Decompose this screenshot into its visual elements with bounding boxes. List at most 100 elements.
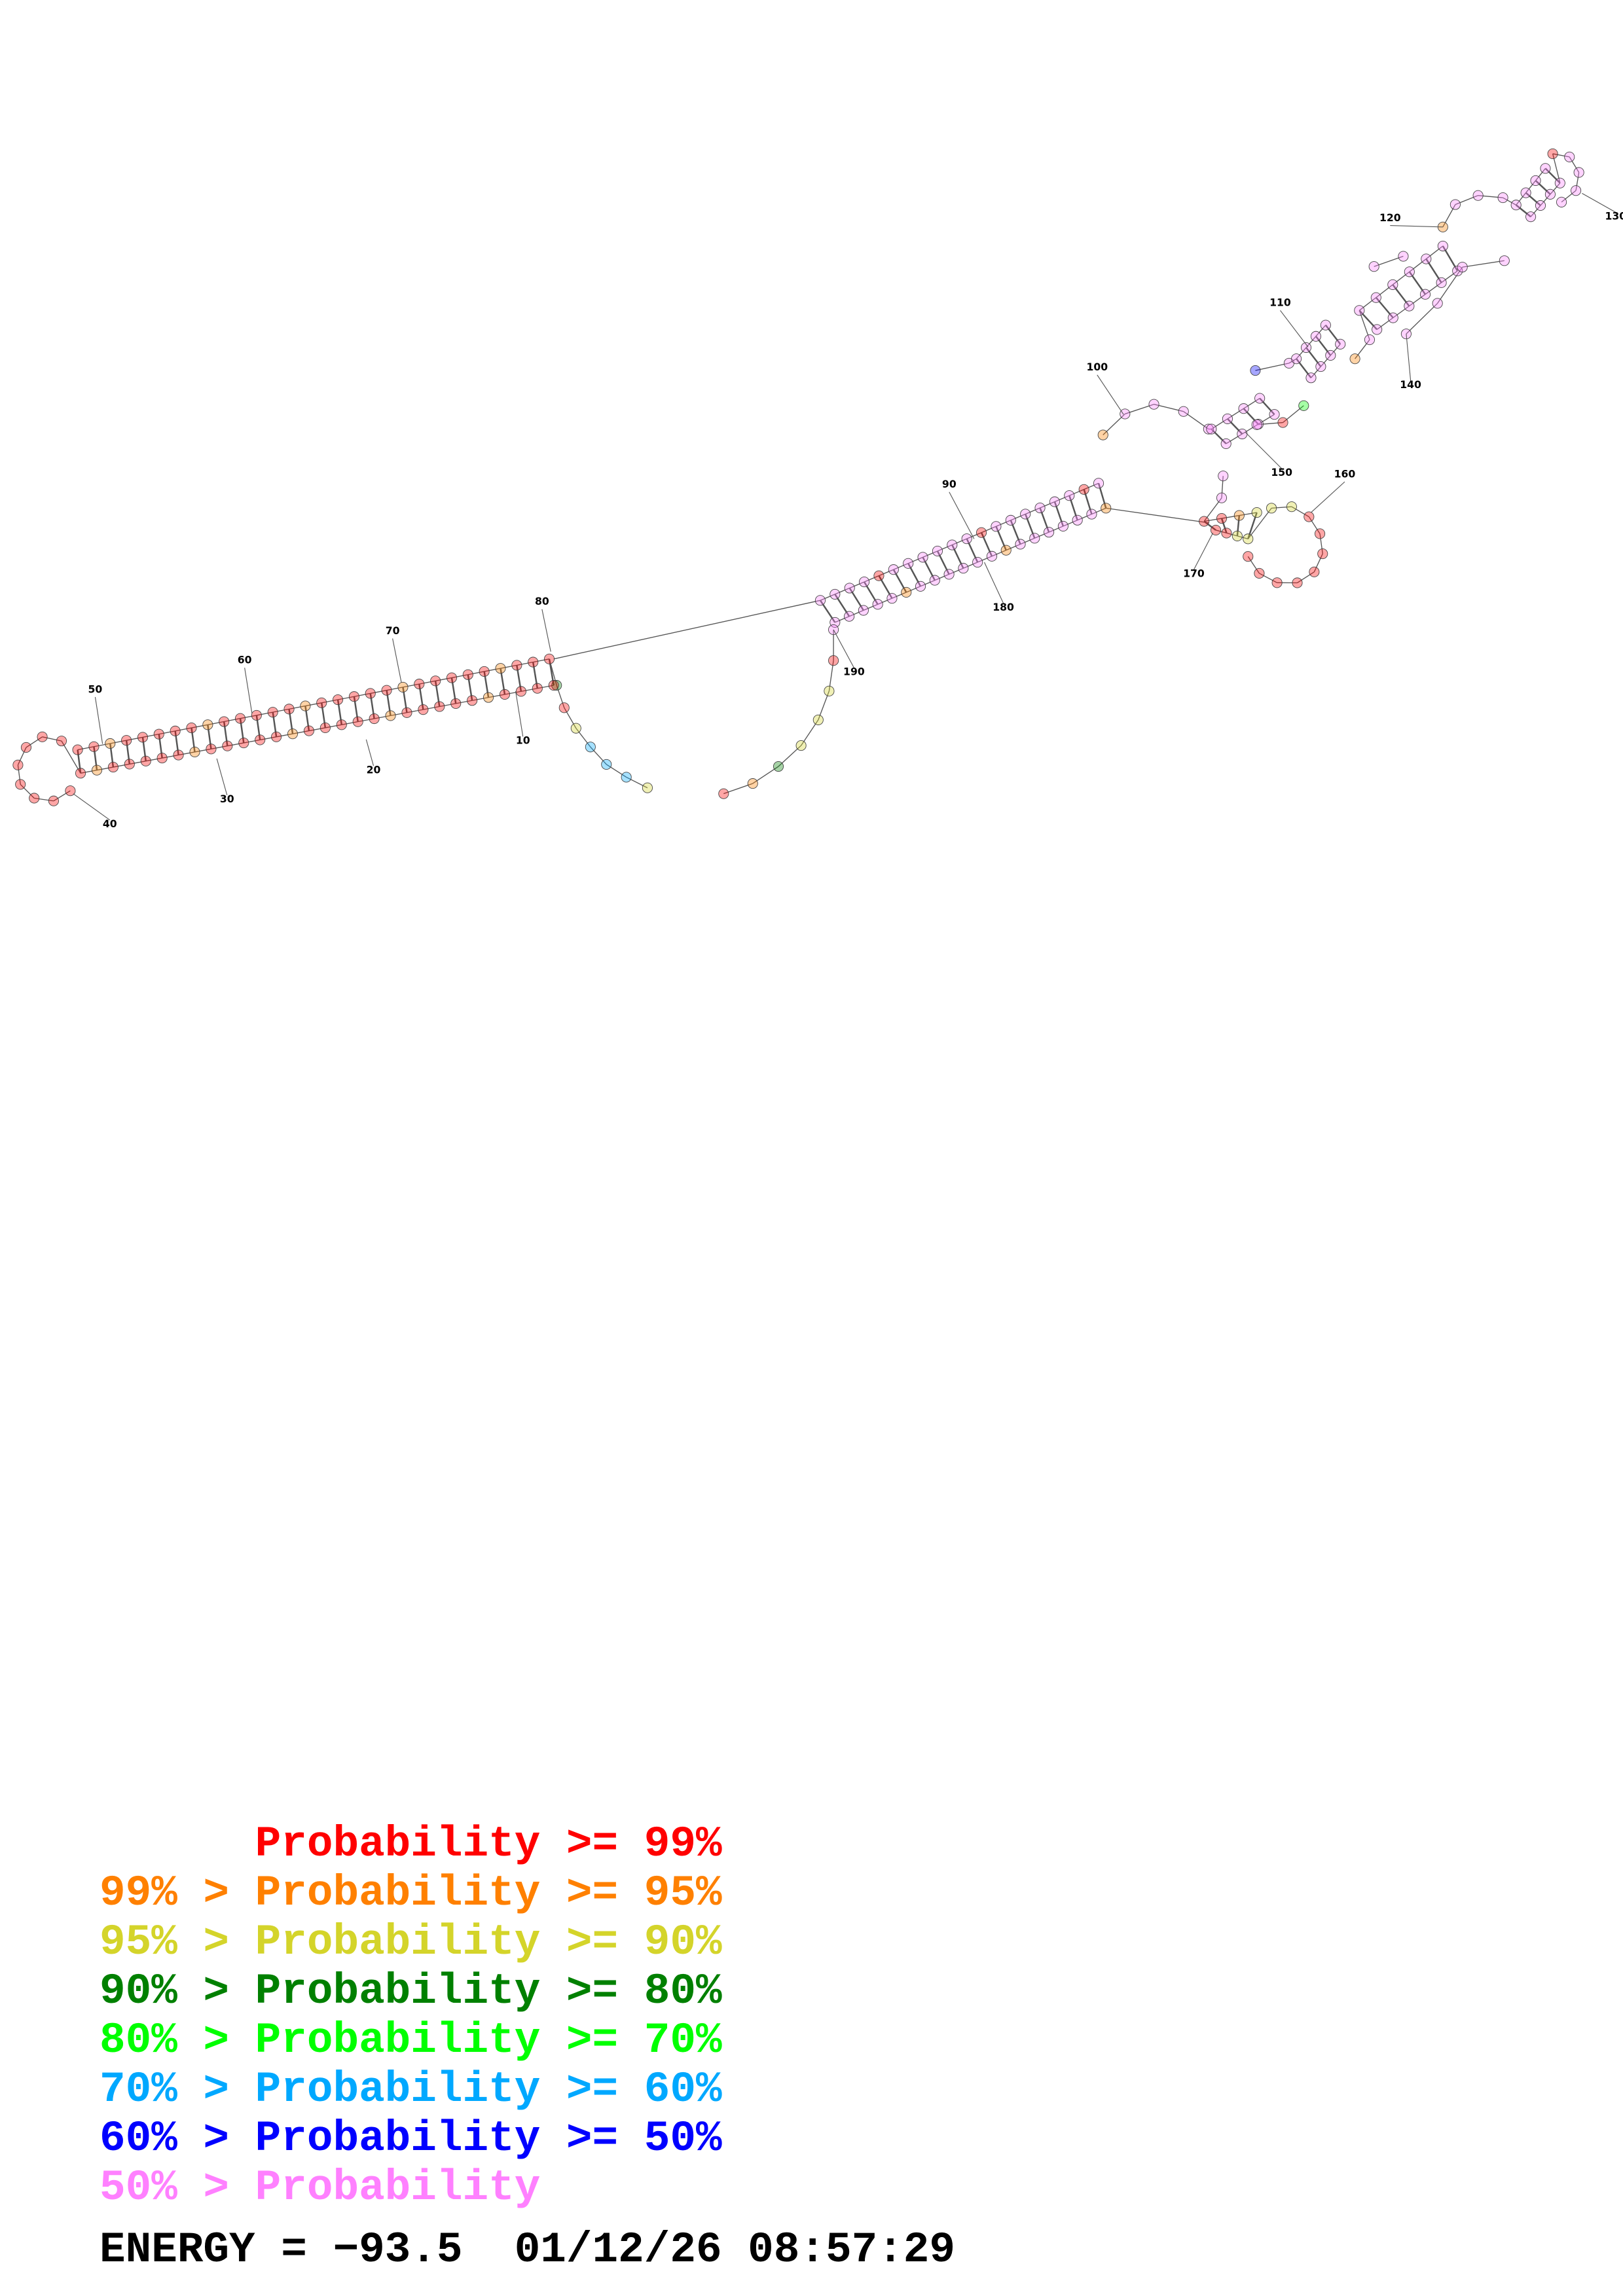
backbone-line <box>77 746 94 751</box>
nucleotide <box>1398 251 1409 262</box>
nucleotide <box>1178 406 1189 417</box>
nucleotide <box>336 719 347 730</box>
nucleotide <box>1218 471 1229 482</box>
backbone-line <box>949 567 964 575</box>
backbone-line <box>337 699 342 725</box>
backbone-line <box>878 575 893 599</box>
nucleotide <box>121 735 132 746</box>
legend-entry: 60% > Probability >= 50% <box>100 2114 722 2163</box>
nucleotide <box>1005 514 1016 526</box>
nucleotide <box>976 527 987 538</box>
nucleotide <box>1520 187 1531 198</box>
backbone-line <box>575 728 591 747</box>
backbone-line <box>1227 408 1244 420</box>
backbone-line <box>1239 512 1257 516</box>
nucleotide <box>1221 528 1232 539</box>
backbone-line <box>1296 347 1307 359</box>
nucleotide <box>1547 148 1558 159</box>
backbone-line <box>553 600 821 660</box>
nucleotide <box>929 575 940 586</box>
legend-entry: 95% > Probability >= 90% <box>100 1918 722 1967</box>
backbone-line <box>61 740 81 774</box>
nucleotide <box>773 761 784 772</box>
nucleotide <box>271 731 282 742</box>
position-label: 60 <box>238 654 252 666</box>
backbone-line <box>1226 532 1238 537</box>
position-label: 70 <box>386 624 400 637</box>
backbone-line <box>1280 310 1309 348</box>
backbone-line <box>1025 507 1040 515</box>
backbone-line <box>863 603 878 611</box>
nucleotide <box>385 710 396 721</box>
backbone-line <box>174 730 179 755</box>
backbone-line <box>141 737 147 761</box>
nucleotide <box>1064 490 1075 501</box>
backbone-line <box>325 724 342 728</box>
legend-entry: 70% > Probability >= 60% <box>100 2065 722 2114</box>
backbone-line <box>1063 520 1078 527</box>
backbone-line <box>239 718 245 744</box>
legend-entry: 80% > Probability >= 70% <box>100 2016 722 2065</box>
backbone-line <box>517 661 534 666</box>
nucleotide <box>381 685 392 696</box>
nucleotide <box>901 586 912 598</box>
nucleotide <box>1300 342 1312 353</box>
nucleotide <box>483 692 494 703</box>
nucleotide <box>812 714 824 725</box>
backbone-line <box>20 783 35 798</box>
backbone-line <box>1243 408 1259 425</box>
backbone-line <box>937 544 953 552</box>
backbone-line <box>934 573 949 581</box>
backbone-line <box>109 743 115 768</box>
backbone-line <box>848 587 864 611</box>
backbone-line <box>1034 531 1049 539</box>
backbone-line <box>1305 336 1317 348</box>
backbone-line <box>1315 325 1326 337</box>
nucleotide <box>1432 298 1443 309</box>
nucleotide <box>1305 372 1317 384</box>
nucleotide <box>234 713 246 724</box>
backbone-line <box>1355 339 1370 359</box>
legend: Probability >= 99%99% > Probability >= 9… <box>100 1820 955 2274</box>
backbone-line <box>1408 294 1426 307</box>
nucleotide <box>795 740 807 751</box>
backbone-line <box>981 526 996 533</box>
backbone-line <box>374 715 391 719</box>
backbone-line <box>1077 513 1092 521</box>
nucleotide <box>1310 331 1321 342</box>
backbone-line <box>292 730 310 734</box>
nucleotide <box>1269 409 1280 420</box>
nucleotide <box>56 736 67 747</box>
nucleotide <box>1349 353 1360 365</box>
backbone-line <box>110 740 127 744</box>
backbone-line <box>626 776 648 789</box>
backbone-line <box>439 703 456 708</box>
backbone-line <box>1406 334 1412 381</box>
nucleotide <box>1057 520 1068 531</box>
nucleotide <box>1564 151 1575 162</box>
backbone-line <box>1540 194 1551 206</box>
backbone-line <box>1376 317 1394 330</box>
nucleotide <box>1237 428 1248 440</box>
backbone-line <box>244 668 253 713</box>
backbone-line <box>1516 192 1527 206</box>
nucleotide <box>511 660 522 671</box>
backbone-line <box>1204 518 1222 522</box>
nucleotide <box>1199 516 1210 527</box>
nucleotide <box>1029 533 1040 544</box>
nucleotide <box>65 785 76 797</box>
backbone-line <box>26 736 43 748</box>
backbone-line <box>1084 482 1099 490</box>
backbone-line <box>1054 495 1070 503</box>
backbone-line <box>256 711 273 716</box>
nucleotide <box>1497 192 1508 204</box>
backbone-line <box>991 550 1007 557</box>
backbone-line <box>1319 533 1323 554</box>
backbone-line <box>1406 302 1438 334</box>
nucleotide <box>20 742 32 753</box>
nucleotide <box>958 563 969 574</box>
nucleotide <box>917 552 928 563</box>
nucleotide <box>352 716 363 727</box>
nucleotide <box>1015 539 1026 550</box>
